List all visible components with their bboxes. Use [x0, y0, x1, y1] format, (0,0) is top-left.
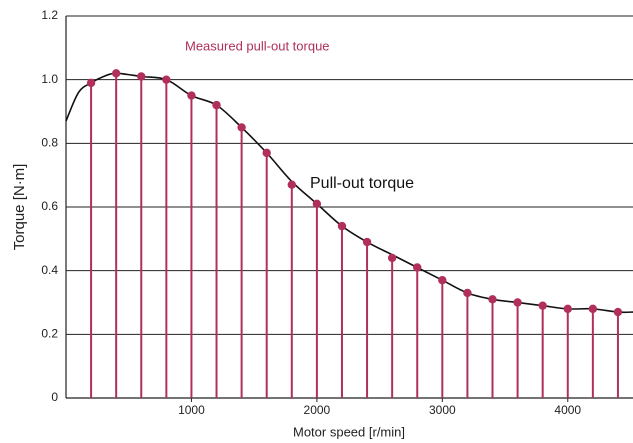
x-tick-label: 2000 [304, 403, 331, 417]
measured-point [538, 301, 547, 310]
measured-point [413, 263, 422, 272]
measured-point [563, 304, 572, 314]
annotation: Measured pull-out torque [185, 38, 330, 53]
measured-point [463, 288, 472, 298]
measured-point [262, 148, 271, 158]
y-tick-label: 0.2 [41, 327, 58, 341]
y-tick-label: 0.8 [41, 136, 58, 150]
measured-point [438, 276, 447, 285]
measured-point [212, 100, 221, 110]
measured-point [187, 91, 196, 100]
measured-point [111, 69, 121, 78]
measured-point [488, 295, 497, 304]
measured-point [387, 253, 397, 263]
y-tick-label: 0.6 [41, 199, 58, 213]
measured-point [312, 199, 322, 209]
measured-point [162, 75, 171, 84]
x-axis-label: Motor speed [r/min] [293, 424, 405, 439]
x-tick-label: 4000 [554, 403, 581, 417]
x-tick-label: 3000 [429, 403, 456, 417]
y-axis-label: Torque [N·m] [11, 164, 28, 251]
x-tick-label: 1000 [178, 403, 205, 417]
measured-point [86, 78, 96, 88]
measured-point [237, 123, 246, 132]
measured-point [337, 221, 347, 231]
measured-point [613, 307, 623, 317]
marks [65, 69, 633, 398]
annotation: Pull-out torque [310, 175, 414, 192]
measured-point [287, 180, 296, 189]
measured-point [513, 298, 522, 307]
y-tick-label: 0.4 [41, 263, 58, 277]
measured-point [137, 72, 146, 81]
curve [65, 72, 633, 314]
y-tick-label: 1.0 [41, 72, 58, 86]
y-tick-label: 1.2 [41, 8, 58, 22]
measured-point [362, 237, 372, 247]
grid: 0 0.2 0.4 0.6 0.8 1.0 1.2 1000 2000 3000 4000 [41, 8, 633, 417]
measured-point [588, 304, 598, 314]
y-tick-label: 0 [51, 390, 58, 404]
